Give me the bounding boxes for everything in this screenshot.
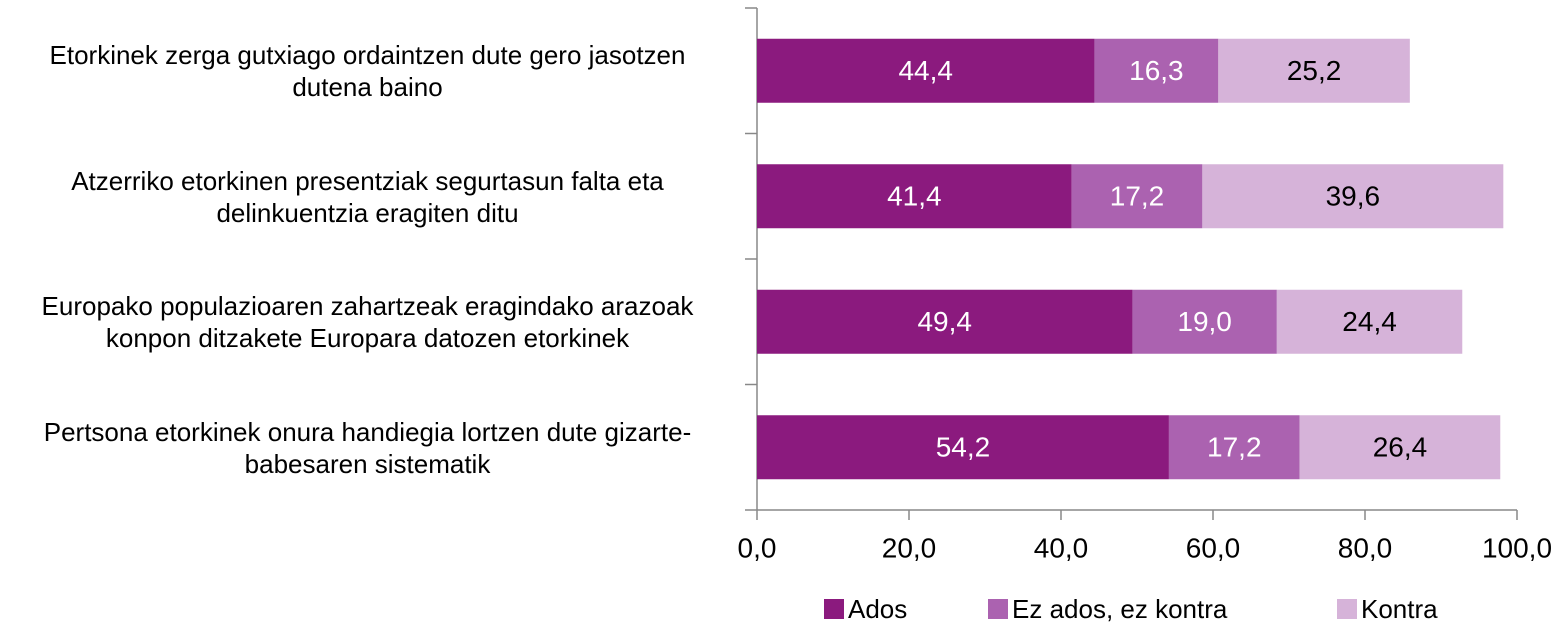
bar-segment: [757, 415, 1169, 480]
value-label: 39,6: [1326, 181, 1381, 212]
legend-swatch: [1337, 599, 1357, 619]
x-tick-label: 60,0: [1186, 532, 1241, 563]
value-label: 16,3: [1129, 55, 1184, 86]
legend-label: Kontra: [1361, 594, 1438, 624]
category-label: Pertsona etorkinek onura handiegia lortz…: [0, 385, 725, 511]
category-text: Atzerriko etorkinen presentziak segurtas…: [71, 165, 664, 228]
bar-segment: [757, 38, 1095, 103]
category-text: Europako populazioaren zahartzeak eragin…: [41, 291, 694, 353]
bar-segment: [1094, 38, 1219, 103]
x-tick-label: 0,0: [738, 532, 777, 563]
legend-label: Ados: [848, 594, 907, 624]
x-tick-label: 100,0: [1482, 532, 1552, 563]
value-label: 24,4: [1342, 306, 1397, 337]
category-label: Atzerriko etorkinen presentziak segurtas…: [0, 134, 725, 260]
value-label: 44,4: [898, 55, 953, 86]
legend-label: Ez ados, ez kontra: [1012, 594, 1228, 624]
value-label: 49,4: [917, 306, 972, 337]
x-tick-label: 20,0: [882, 532, 937, 563]
category-text: Pertsona etorkinek onura handiegia lortz…: [43, 416, 692, 479]
bar-segment: [1276, 289, 1463, 354]
value-label: 25,2: [1287, 55, 1342, 86]
bar-segment: [757, 289, 1133, 354]
category-label: Etorkinek zerga gutxiago ordaintzen dute…: [0, 8, 725, 134]
legend-swatch: [988, 599, 1008, 619]
legend-swatch: [824, 599, 844, 619]
category-text: Etorkinek zerga gutxiago ordaintzen dute…: [49, 40, 686, 102]
bar-segment: [1132, 289, 1277, 354]
bar-segment: [1299, 415, 1501, 480]
bar-segment: [1218, 38, 1410, 103]
value-label: 26,4: [1373, 432, 1428, 463]
bar-segment: [1071, 164, 1203, 229]
value-label: 41,4: [887, 181, 942, 212]
value-label: 54,2: [936, 432, 991, 463]
x-tick-label: 40,0: [1034, 532, 1089, 563]
category-label: Europako populazioaren zahartzeak eragin…: [0, 259, 725, 385]
value-label: 19,0: [1177, 306, 1232, 337]
value-label: 17,2: [1110, 181, 1165, 212]
bar-segment: [1202, 164, 1504, 229]
bar-segment: [757, 164, 1072, 229]
value-label: 17,2: [1207, 432, 1262, 463]
bar-segment: [1168, 415, 1300, 480]
x-tick-label: 80,0: [1338, 532, 1393, 563]
